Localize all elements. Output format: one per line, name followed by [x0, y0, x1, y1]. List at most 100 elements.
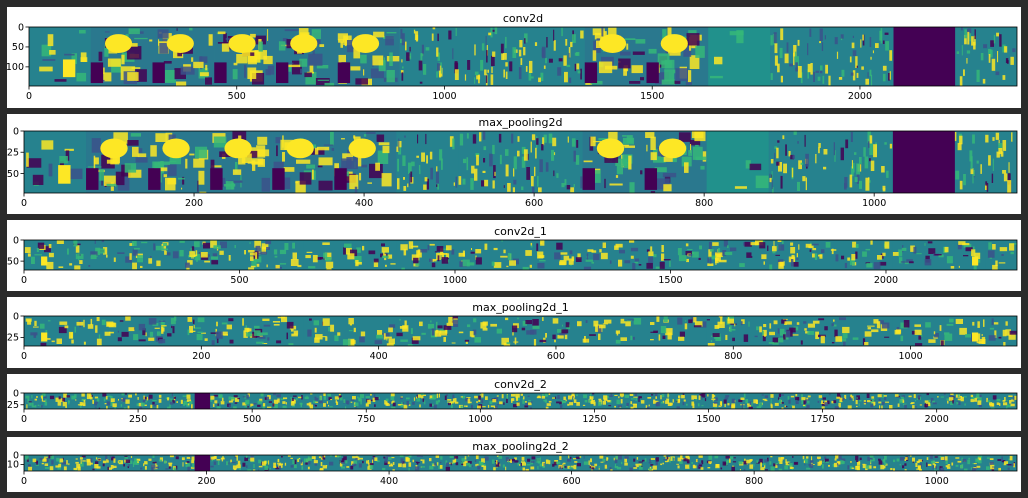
feature-map-tile	[461, 27, 523, 86]
feature-map-tile	[86, 131, 149, 193]
feature-map-tile	[39, 455, 56, 471]
feature-map-tile	[101, 393, 118, 409]
feature-map-tile	[24, 316, 56, 346]
x-tick-label: 400	[380, 476, 398, 487]
x-tick-label: 1500	[696, 414, 720, 425]
subplot-title: max_pooling2d	[479, 116, 563, 129]
feature-map-tile	[582, 455, 599, 471]
feature-map-tile	[660, 393, 676, 409]
feature-map-tile	[799, 240, 831, 270]
feature-map-tile	[241, 316, 273, 346]
feature-map-tile	[970, 393, 986, 409]
x-tick-label: 1500	[658, 275, 682, 286]
feature-map-tile	[861, 393, 878, 409]
feature-map-tile	[584, 27, 647, 86]
feature-map-tile	[489, 455, 505, 471]
feature-map-tile	[706, 393, 723, 409]
feature-map-tile	[86, 240, 118, 270]
subplot-title: conv2d_1	[494, 225, 547, 238]
feature-map-tile	[939, 393, 955, 409]
y-tick-label: 25	[7, 148, 19, 159]
feature-map-tile	[706, 240, 738, 270]
feature-map-tile	[644, 393, 661, 409]
subplot-max-pooling2d-1: max_pooling2d_1 0 200 400 600 800 1000 0 25	[7, 297, 1021, 368]
y-tick-label: 10	[7, 460, 19, 471]
x-tick-label: 2000	[925, 414, 949, 425]
feature-map-tile	[179, 393, 195, 409]
y-tick-label: 0	[13, 388, 19, 399]
feature-map-tile	[303, 240, 335, 270]
feature-map-tile	[799, 455, 816, 471]
feature-map-tile	[349, 455, 366, 471]
x-tick-label: 200	[197, 476, 215, 487]
feature-map-tile	[954, 393, 971, 409]
feature-map-tile	[427, 240, 459, 270]
feature-map-tile	[303, 316, 335, 346]
feature-map-tile	[893, 27, 956, 86]
feature-map-tile	[567, 393, 583, 409]
subplot-max-pooling2d: max_pooling2d 0 200 400 600 800 1000 0 25 50	[7, 114, 1021, 214]
feature-map-tile	[691, 455, 707, 471]
feature-map-tile	[272, 393, 288, 409]
feature-map-tile	[768, 455, 785, 471]
feature-map-tile	[241, 240, 273, 270]
subplot-title: max_pooling2d_1	[472, 301, 568, 314]
feature-map-tile	[660, 455, 676, 471]
feature-map-tile	[737, 240, 769, 270]
feature-map-tile	[55, 393, 71, 409]
feature-map-tile	[706, 316, 738, 346]
feature-map-tile	[753, 393, 769, 409]
feature-map-tile	[830, 131, 893, 193]
x-tick-label: 1000	[899, 351, 923, 362]
feature-map-tile	[954, 240, 986, 270]
feature-map-tile	[272, 240, 304, 270]
x-tick-label: 1000	[468, 414, 492, 425]
feature-map-tile	[582, 131, 645, 193]
feature-map-tile	[970, 455, 986, 471]
feature-map-tile	[117, 240, 149, 270]
feature-map-tile	[70, 393, 87, 409]
feature-map-tile	[318, 393, 335, 409]
feature-map-tile	[179, 455, 195, 471]
y-tick-label: 0	[13, 311, 19, 322]
feature-map-tile	[334, 240, 366, 270]
axes-frame	[23, 315, 1018, 347]
x-tick-label: 600	[525, 198, 543, 209]
feature-map-tile	[132, 393, 149, 409]
subplot-title: conv2d	[503, 12, 543, 25]
x-tick-label: 400	[355, 198, 373, 209]
axes-frame	[28, 26, 1018, 87]
feature-map-tile	[214, 27, 276, 86]
feature-map-tile	[504, 393, 521, 409]
feature-map-tile	[148, 316, 180, 346]
feature-map-tile	[473, 393, 490, 409]
feature-map-tile	[163, 393, 180, 409]
feature-map-tile	[276, 27, 338, 86]
feature-map-tile	[551, 240, 583, 270]
feature-map-tile	[598, 455, 614, 471]
feature-map-tile	[179, 240, 211, 270]
feature-map-tile	[923, 393, 940, 409]
feature-map-tile	[272, 131, 335, 193]
feature-map-tile	[225, 455, 242, 471]
feature-map-tile	[646, 27, 709, 86]
x-tick-label: 600	[547, 351, 565, 362]
x-tick-label: 800	[745, 476, 763, 487]
x-tick-label: 2000	[874, 275, 898, 286]
feature-map-tile	[753, 455, 769, 471]
feature-map-tile	[768, 316, 800, 346]
feature-map-tile	[722, 393, 738, 409]
x-tick-label: 1000	[443, 275, 467, 286]
feature-map-tile	[117, 316, 149, 346]
feature-map-tile	[799, 316, 831, 346]
feature-map-tile	[427, 393, 443, 409]
feature-map-tile	[194, 455, 211, 471]
y-tick-label: 0	[18, 22, 24, 33]
feature-map-tile	[675, 455, 692, 471]
axes-frame	[23, 130, 1018, 194]
feature-map-tile	[442, 455, 459, 471]
subplot-title: max_pooling2d_2	[472, 440, 568, 453]
feature-map-mosaic	[24, 455, 1017, 471]
feature-map-tile	[334, 131, 397, 193]
